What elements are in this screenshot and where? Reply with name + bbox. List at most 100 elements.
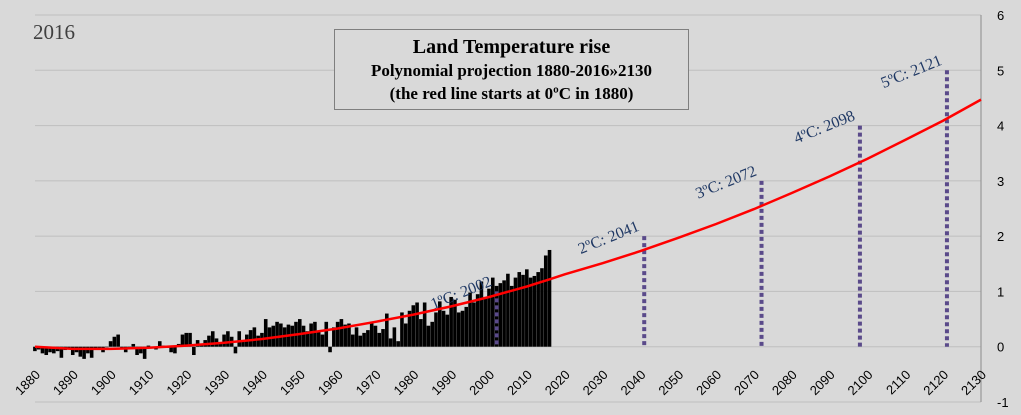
bar	[112, 336, 117, 347]
bar	[301, 325, 306, 347]
bar	[419, 319, 423, 347]
bar	[97, 346, 102, 348]
bar	[131, 343, 136, 347]
x-tick-label: 1880	[12, 367, 43, 398]
x-tick-label: 2120	[920, 367, 951, 398]
bar	[509, 285, 514, 347]
bar	[316, 331, 321, 347]
bar	[487, 288, 491, 347]
bar	[328, 346, 332, 353]
y-tick-label: 0	[997, 340, 1004, 355]
x-tick-label: 1920	[163, 367, 194, 398]
bar	[252, 327, 257, 347]
x-tick-label: 2130	[958, 367, 989, 398]
bar	[449, 296, 453, 347]
bar	[525, 269, 529, 347]
x-tick-label: 1960	[315, 367, 346, 398]
chart-note: (the red line starts at 0ºC in 1880)	[389, 84, 634, 103]
bar	[422, 302, 427, 347]
bar	[377, 332, 382, 347]
bar	[335, 321, 340, 347]
bar	[385, 313, 389, 347]
x-axis: 1880 1890 1900 1910 1920 1930 1940 1950 1960 1970…	[12, 367, 989, 398]
bar	[256, 335, 260, 347]
bar	[388, 338, 393, 347]
bar	[116, 334, 120, 347]
bar	[93, 346, 98, 349]
bar	[362, 332, 366, 347]
bar	[52, 346, 56, 354]
x-tick-label: 1900	[88, 367, 119, 398]
bar	[324, 321, 329, 347]
bar	[44, 346, 49, 356]
x-tick-label: 1950	[277, 367, 308, 398]
bar	[506, 273, 510, 347]
x-tick-label: 2070	[731, 367, 762, 398]
bar	[192, 346, 196, 356]
bar	[369, 321, 374, 347]
bar	[89, 346, 94, 358]
x-tick-label: 2080	[769, 367, 800, 398]
bar	[279, 323, 283, 347]
bar	[271, 325, 276, 347]
bar	[309, 323, 313, 347]
bar	[59, 346, 64, 358]
bar	[78, 346, 83, 357]
chart-subtitle: Polynomial projection 1880-2016»2130	[370, 61, 653, 80]
bar	[275, 321, 279, 347]
bar	[347, 323, 351, 347]
bar	[430, 321, 435, 347]
threshold-annotation: 2ºC: 2041	[576, 218, 642, 258]
bar	[472, 302, 476, 347]
bar	[426, 325, 431, 347]
bar	[142, 346, 147, 359]
bar	[396, 341, 400, 347]
x-tick-label: 2110	[883, 367, 913, 397]
bar	[358, 335, 363, 347]
bar	[180, 334, 185, 347]
bar	[173, 346, 177, 354]
bar	[434, 312, 438, 347]
bar	[305, 331, 310, 347]
y-axis: -1 0 1 2 3 4 5 6	[997, 8, 1009, 410]
bar	[498, 283, 503, 347]
bar	[343, 324, 347, 347]
bar	[445, 314, 450, 347]
bar	[40, 346, 45, 354]
x-tick-label: 1930	[201, 367, 232, 398]
corner-year-label: 2016	[33, 20, 75, 44]
projection-series	[34, 98, 982, 351]
bar-series	[33, 249, 552, 359]
bar	[188, 332, 192, 347]
x-tick-label: 2040	[618, 367, 649, 398]
bar	[532, 275, 537, 347]
bar	[373, 325, 378, 347]
y-tick-label: -1	[997, 395, 1009, 410]
bar	[479, 281, 484, 347]
bar	[263, 319, 268, 347]
bar	[237, 331, 242, 347]
bar	[366, 330, 370, 347]
x-tick-label: 1890	[50, 367, 81, 398]
threshold-annotation: 5ºC: 2121	[879, 52, 945, 92]
bar	[157, 341, 162, 347]
bar	[415, 302, 419, 347]
bar	[218, 343, 223, 347]
bar	[33, 346, 37, 352]
x-tick-label: 2000	[466, 367, 497, 398]
bar	[400, 312, 404, 347]
x-tick-label: 1970	[353, 367, 384, 398]
x-tick-label: 2060	[693, 367, 724, 398]
bar	[536, 272, 540, 347]
bar	[540, 268, 544, 347]
bar	[222, 334, 226, 347]
bar	[332, 327, 336, 347]
bar	[105, 346, 109, 348]
bar	[354, 327, 359, 347]
x-tick-label: 2030	[580, 367, 611, 398]
bar	[490, 277, 495, 347]
bar	[135, 346, 139, 356]
bar	[195, 340, 200, 347]
bar	[392, 327, 397, 347]
